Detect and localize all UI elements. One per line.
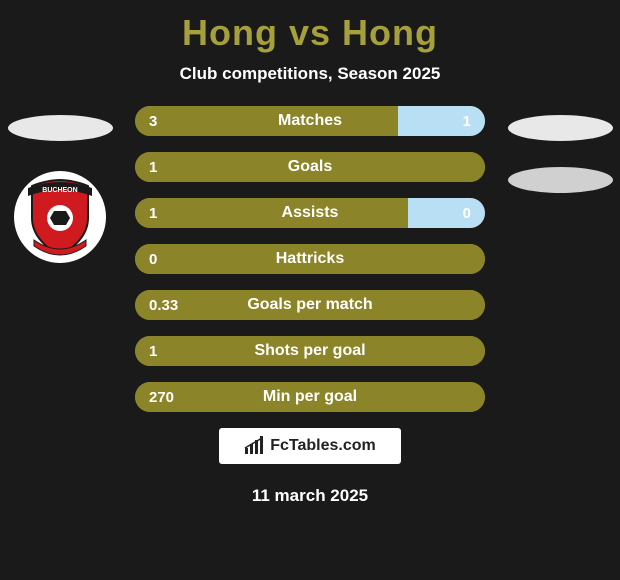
stat-label: Min per goal bbox=[135, 382, 485, 412]
stat-bar: 0.33Goals per match bbox=[135, 290, 485, 320]
stat-label: Goals bbox=[135, 152, 485, 182]
stat-label: Hattricks bbox=[135, 244, 485, 274]
brand-badge: FcTables.com bbox=[219, 428, 401, 464]
stat-bar: 1Shots per goal bbox=[135, 336, 485, 366]
left-shadow-ellipse bbox=[8, 115, 113, 141]
subtitle: Club competitions, Season 2025 bbox=[0, 64, 620, 84]
right-shadow-ellipse-top bbox=[508, 115, 613, 141]
shield-icon: BUCHEON bbox=[26, 178, 94, 256]
stat-bar: 0Hattricks bbox=[135, 244, 485, 274]
date-text: 11 march 2025 bbox=[0, 486, 620, 506]
stat-bar: 270Min per goal bbox=[135, 382, 485, 412]
stat-label: Assists bbox=[135, 198, 485, 228]
svg-text:BUCHEON: BUCHEON bbox=[42, 187, 77, 194]
stat-bar: 31Matches bbox=[135, 106, 485, 136]
left-club-crest: BUCHEON bbox=[14, 171, 106, 263]
right-player-box bbox=[505, 115, 615, 193]
right-shadow-ellipse-bottom bbox=[508, 167, 613, 193]
stat-label: Goals per match bbox=[135, 290, 485, 320]
stat-bar: 1Goals bbox=[135, 152, 485, 182]
brand-text: FcTables.com bbox=[270, 437, 376, 455]
bar-chart-icon bbox=[244, 436, 266, 456]
stat-bar: 10Assists bbox=[135, 198, 485, 228]
page-title: Hong vs Hong bbox=[0, 0, 620, 54]
left-player-box: BUCHEON bbox=[5, 115, 115, 263]
stats-bars: 31Matches 1Goals 10Assists 0Hattricks 0.33Go… bbox=[135, 106, 485, 412]
stat-label: Shots per goal bbox=[135, 336, 485, 366]
stat-label: Matches bbox=[135, 106, 485, 136]
